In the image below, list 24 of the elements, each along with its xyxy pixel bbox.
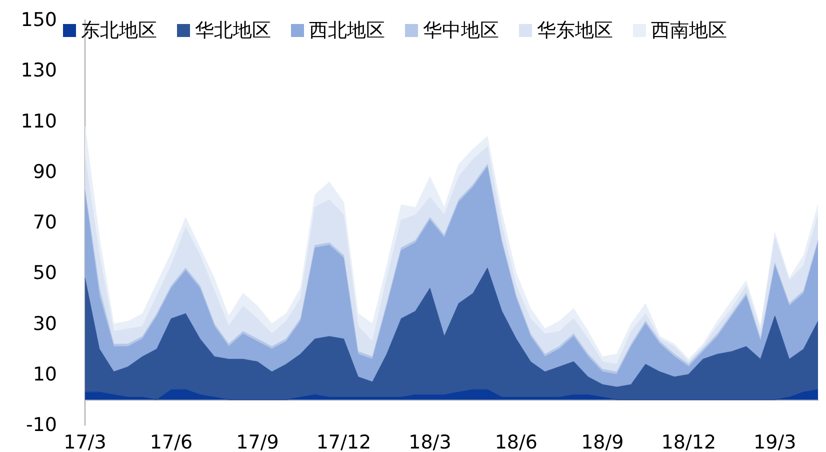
y-tick-label: 10: [32, 363, 57, 386]
y-tick-label: 110: [20, 110, 57, 132]
x-tick-label: 17/3: [64, 432, 106, 452]
x-tick-label: 17/6: [150, 432, 193, 452]
x-tick-label: 17/9: [236, 432, 279, 452]
legend-label: 华东地区: [537, 20, 613, 42]
legend-label: 东北地区: [81, 20, 157, 42]
y-tick-label: 90: [32, 160, 57, 183]
y-tick-label: 70: [32, 212, 57, 234]
legend-label: 华北地区: [195, 20, 271, 42]
y-tick-label: 130: [20, 60, 57, 82]
x-tick-label: 17/12: [316, 432, 372, 452]
y-tick-label: -10: [26, 414, 57, 436]
legend-label: 华中地区: [423, 20, 499, 42]
legend-label: 西北地区: [309, 20, 385, 42]
x-tick-label: 18/9: [581, 432, 624, 452]
x-tick-label: 19/3: [754, 432, 796, 452]
y-tick-label: 150: [20, 9, 57, 31]
x-tick-label: 18/12: [661, 432, 716, 452]
y-tick-label: 30: [32, 312, 57, 335]
x-tick-label: 18/6: [494, 432, 538, 452]
legend-label: 西南地区: [651, 20, 727, 42]
x-tick-label: 18/3: [408, 432, 452, 452]
y-tick-label: 50: [32, 262, 57, 284]
